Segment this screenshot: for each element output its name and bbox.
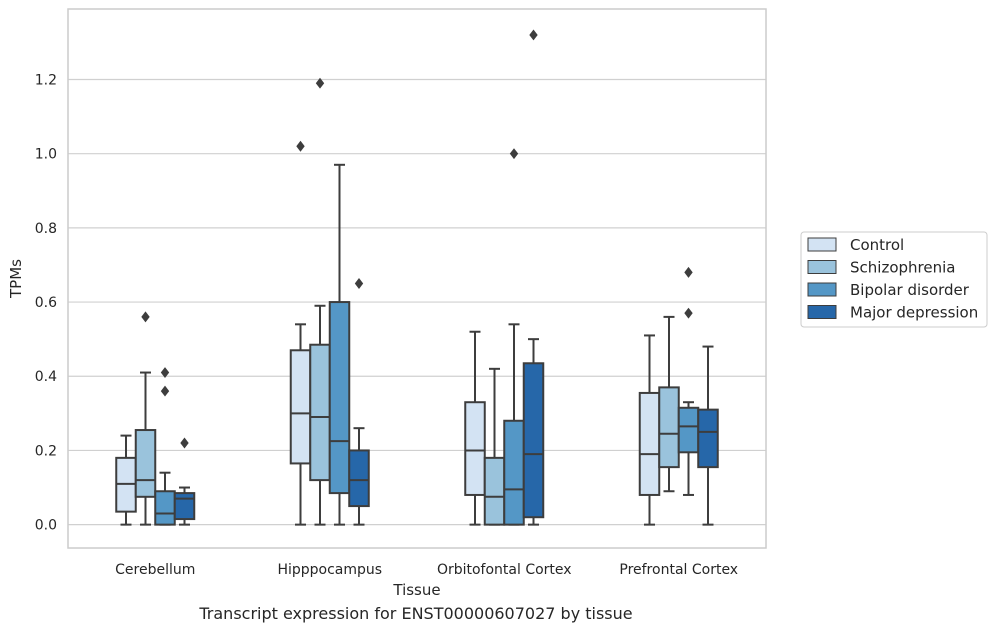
legend-label: Schizophrenia (850, 259, 955, 277)
box (328, 301, 351, 495)
y-tick-label: 0.4 (35, 369, 57, 385)
box (154, 490, 176, 526)
box (173, 492, 196, 521)
chart: 0.0 0.2 0.4 0.6 0.8 1.0 1.2 Cerebellum Hipppocam… (7, 8, 988, 599)
outlier-point (160, 367, 170, 378)
box (134, 429, 157, 498)
legend-swatch (807, 282, 837, 297)
box (348, 449, 370, 508)
legend-label: Major depression (850, 304, 978, 322)
outlier-point (180, 437, 189, 449)
x-tick-label: Orbitofontal Cortex (437, 562, 572, 578)
x-tick-label: Cerebellum (115, 562, 195, 578)
box (697, 408, 719, 469)
legend-label: Control (850, 236, 904, 254)
outlier-point (509, 148, 519, 160)
y-tick-label: 0.6 (35, 295, 57, 311)
outlier-point (296, 140, 305, 152)
legend-box (800, 231, 988, 328)
outlier-point (315, 77, 325, 89)
y-tick-label: 0.8 (35, 221, 57, 237)
box (503, 419, 525, 526)
box (289, 349, 312, 465)
legend-swatch (807, 237, 837, 252)
legend-swatch (807, 260, 837, 274)
outlier-point (160, 385, 170, 397)
y-axis-label: TPMs (7, 259, 25, 299)
outlier-point (529, 29, 538, 41)
outlier-point (684, 266, 693, 278)
chart-caption: Transcript expression for ENST0000060702… (199, 604, 633, 623)
x-axis-label: Tissue (392, 581, 440, 599)
y-tick-label: 1.2 (35, 72, 57, 88)
y-tick-label: 1.0 (35, 147, 57, 163)
outlier-point (684, 307, 693, 319)
y-tick-label: 0.2 (35, 443, 57, 459)
outlier-point (141, 311, 150, 323)
box (464, 401, 486, 496)
x-tick-label: Prefrontal Cortex (619, 562, 738, 578)
legend-swatch (807, 305, 837, 319)
outlier-point (354, 278, 364, 289)
y-tick-label: 0.0 (35, 518, 57, 534)
legend-label: Bipolar disorder (850, 281, 970, 299)
plot-frame (67, 8, 767, 549)
box (638, 391, 661, 496)
box (658, 386, 680, 469)
box (522, 362, 545, 519)
box (677, 406, 700, 454)
x-tick-label: Hipppocampus (277, 562, 382, 578)
box (483, 456, 506, 526)
box (309, 343, 331, 482)
